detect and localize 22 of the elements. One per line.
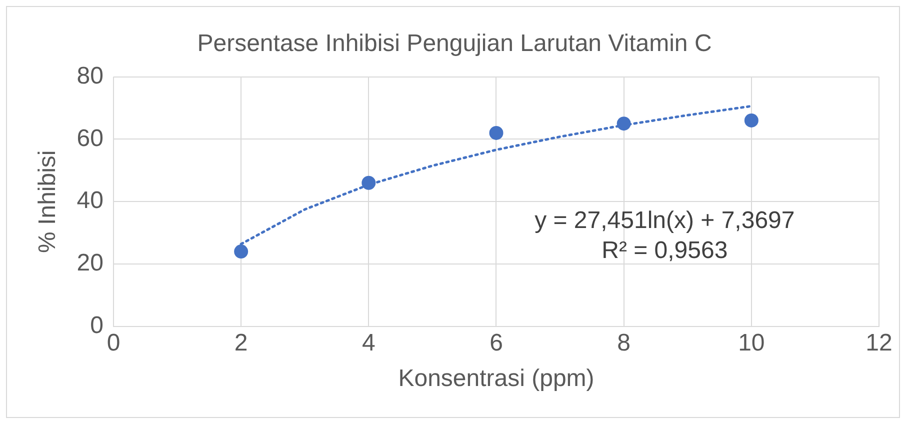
- x-tick-label: 10: [738, 329, 765, 356]
- y-tick-label: 40: [76, 187, 104, 214]
- x-tick-label: 8: [617, 329, 631, 356]
- x-tick-label: 4: [362, 329, 376, 356]
- x-tick-label: 2: [234, 329, 248, 356]
- point: [234, 244, 248, 259]
- y-tick-label: 0: [90, 312, 104, 340]
- y-tick-label: 80: [76, 62, 104, 90]
- annotation: y = 27,451ln(x) + 7,3697: [534, 207, 795, 234]
- point: [616, 116, 631, 131]
- x-tick-label: 6: [490, 329, 503, 356]
- point: [362, 176, 376, 190]
- annotation: R² = 0,9563: [602, 237, 728, 264]
- x-tick-label: 12: [866, 329, 892, 356]
- point: [489, 126, 504, 140]
- point: [744, 113, 758, 128]
- y-axis-title: % Inhibisi: [34, 150, 62, 253]
- x-tick-label: 0: [106, 329, 120, 356]
- y-tick-label: 60: [76, 124, 104, 152]
- y-tick-label: 20: [76, 250, 104, 277]
- x-axis-title: Konsentrasi (ppm): [398, 365, 594, 392]
- chart-title: Persentase Inhibisi Pengujian Larutan Vitamin C: [197, 30, 712, 58]
